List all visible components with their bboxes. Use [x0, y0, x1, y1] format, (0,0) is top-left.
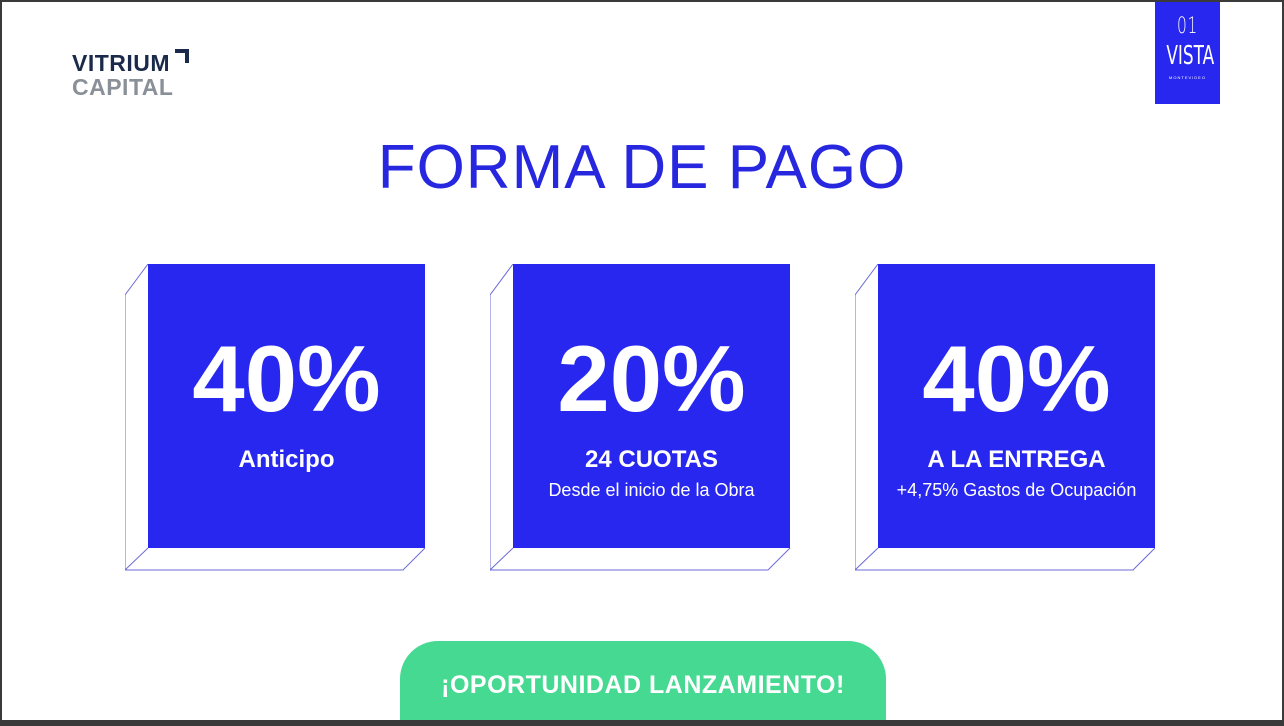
- logo-line1: VITRIUM: [72, 50, 171, 76]
- launch-opportunity-button[interactable]: ¡OPORTUNIDAD LANZAMIENTO!: [400, 641, 886, 720]
- page-title: FORMA DE PAGO: [377, 133, 907, 202]
- card-label: Anticipo: [238, 446, 335, 473]
- vitrium-capital-logo: VITRIUM CAPITAL: [72, 49, 189, 100]
- arrow-icon: [175, 49, 189, 63]
- card-label: 24 CUOTAS: [585, 446, 718, 473]
- card-label: A LA ENTREGA: [927, 446, 1106, 473]
- payment-card-anticipo: 40% Anticipo: [125, 264, 426, 572]
- card-percent: 40%: [922, 326, 1111, 431]
- payment-card-cuotas: 20% 24 CUOTAS Desde el inicio de la Obra: [490, 264, 791, 572]
- card-percent: 20%: [557, 326, 746, 431]
- card-sub: +4,75% Gastos de Ocupación: [896, 480, 1137, 500]
- card-sub: Desde el inicio de la Obra: [548, 480, 755, 500]
- logo-line2: CAPITAL: [72, 74, 174, 100]
- card-percent: 40%: [192, 326, 381, 431]
- vista-number: 01: [1177, 14, 1198, 39]
- vista-name: VISTA: [1166, 41, 1215, 71]
- payment-card-entrega: 40% A LA ENTREGA +4,75% Gastos de Ocupac…: [855, 264, 1156, 572]
- vista-logo: 01 VISTA MONTEVIDEO: [1155, 2, 1220, 104]
- vista-city: MONTEVIDEO: [1169, 75, 1206, 80]
